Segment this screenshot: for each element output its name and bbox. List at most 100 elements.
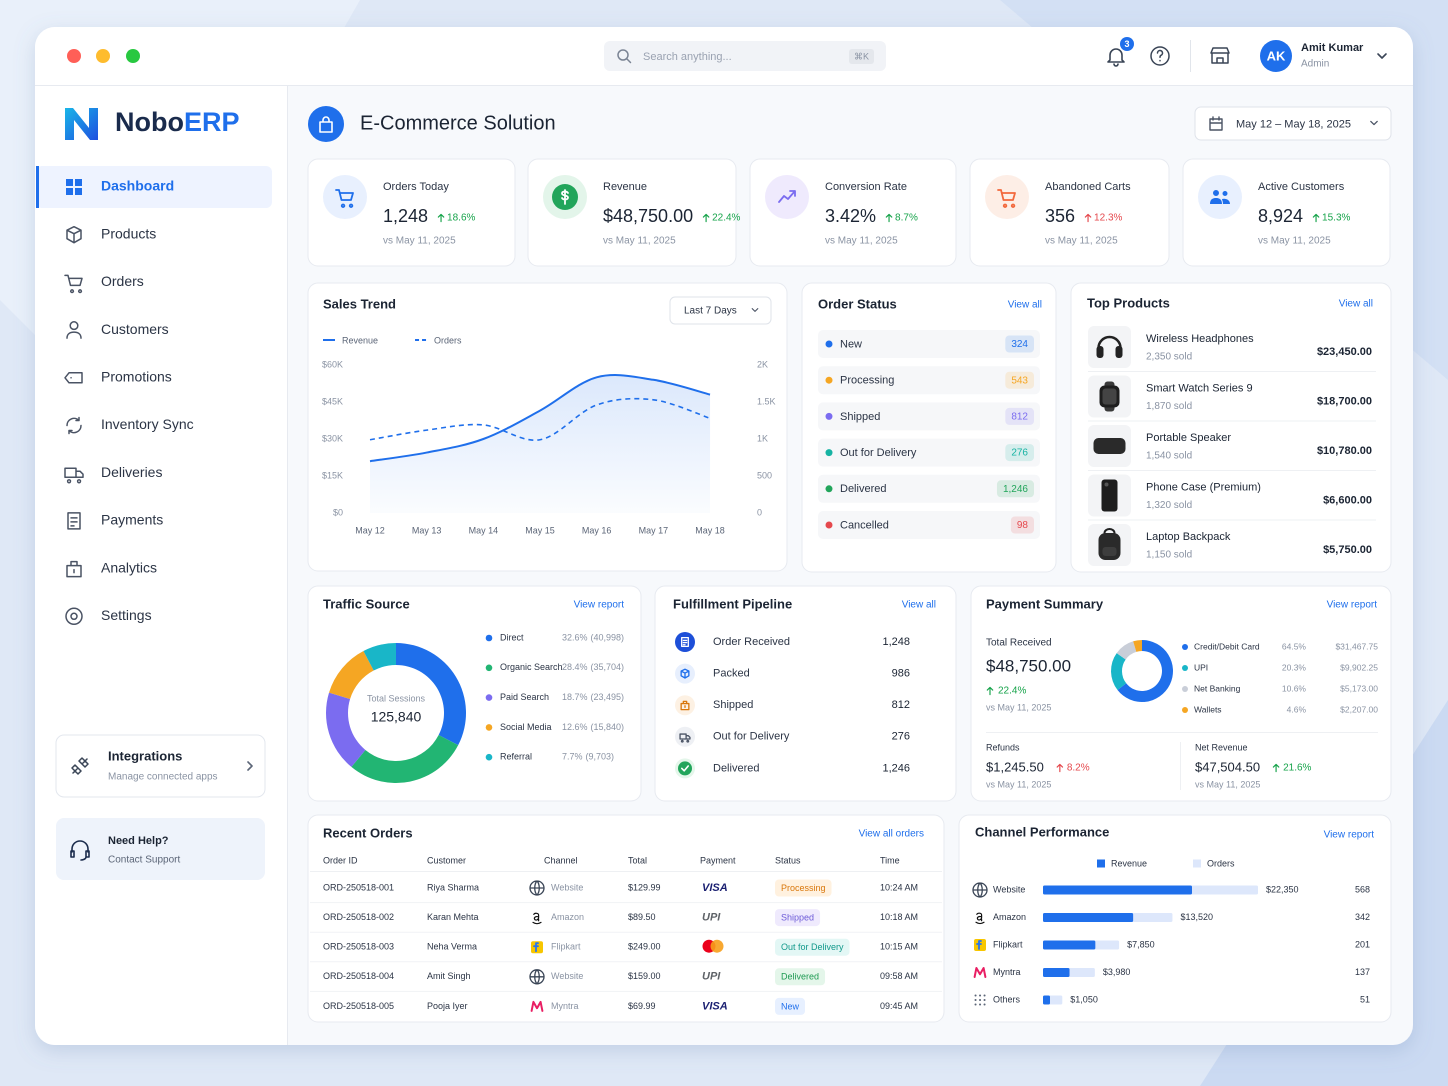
help-card[interactable] xyxy=(56,818,265,880)
link[interactable]: View report xyxy=(1324,830,1375,841)
legend-dot xyxy=(1182,707,1188,713)
link[interactable]: View all xyxy=(1339,299,1373,310)
kpi-compare: vs May 11, 2025 xyxy=(825,236,898,247)
nav-item[interactable]: Settings xyxy=(101,607,152,623)
notification-badge xyxy=(1120,37,1134,51)
page-icon xyxy=(308,106,344,142)
kpi-value: $48,750.00 xyxy=(603,206,693,226)
window-maximize[interactable] xyxy=(126,49,140,63)
legend-dot xyxy=(485,694,493,701)
icon xyxy=(680,700,690,711)
icon xyxy=(529,880,545,896)
step-count: 812 xyxy=(892,699,910,711)
nav-item[interactable]: Payments xyxy=(101,512,163,528)
nav-item[interactable]: Deliveries xyxy=(101,464,162,480)
bar-value-label: $1,050 xyxy=(1070,994,1098,1004)
donut-segment xyxy=(1111,653,1127,691)
icon[interactable] xyxy=(1210,47,1230,64)
icon xyxy=(66,225,82,244)
window-minimize[interactable] xyxy=(96,49,110,63)
window-close[interactable] xyxy=(67,49,81,63)
legend-amount: $9,902.25 xyxy=(1340,662,1378,672)
status-badge: New xyxy=(781,1001,800,1011)
cell: 10:18 AM xyxy=(880,912,918,922)
status-label: Out for Delivery xyxy=(840,447,917,459)
kpi-change: 15.3% xyxy=(1322,213,1350,224)
nav-item[interactable]: Promotions xyxy=(101,369,172,385)
card xyxy=(654,585,957,802)
brand-name: Nobo xyxy=(115,107,184,137)
cell: ORD-250518-001 xyxy=(323,882,394,892)
legend-dot xyxy=(1182,665,1188,671)
icon[interactable] xyxy=(1150,46,1170,66)
nav-item[interactable]: Orders xyxy=(101,273,144,289)
icon[interactable] xyxy=(1107,48,1125,67)
nav-item[interactable]: Dashboard xyxy=(101,178,174,194)
status-row xyxy=(818,330,1040,358)
integrations-card[interactable] xyxy=(55,734,266,798)
status-badge: Processing xyxy=(781,883,826,893)
product-sold: 1,870 sold xyxy=(1146,401,1192,412)
payment-method: UPI xyxy=(702,912,721,924)
kpi-label: Revenue xyxy=(603,181,647,193)
brand-suffix: ERP xyxy=(184,107,240,137)
nav-item[interactable]: Inventory Sync xyxy=(101,416,194,432)
bar-revenue xyxy=(1043,885,1192,895)
summary-compare: vs May 11, 2025 xyxy=(1195,779,1260,789)
product-name: Laptop Backpack xyxy=(1146,531,1231,543)
nav-item[interactable]: Analytics xyxy=(101,559,157,575)
legend-label: Orders xyxy=(434,335,462,345)
shortcut-label: ⌘K xyxy=(854,51,869,61)
cell: $159.00 xyxy=(628,971,661,981)
orders-count: 137 xyxy=(1355,967,1370,977)
search-box[interactable] xyxy=(604,41,886,71)
status-badge: Shipped xyxy=(781,912,814,922)
x-tick-label: May 12 xyxy=(355,525,385,535)
icon xyxy=(997,189,1016,208)
status-row xyxy=(818,366,1040,395)
link[interactable]: View all orders xyxy=(859,829,924,840)
period-dropdown[interactable] xyxy=(669,296,772,325)
icon xyxy=(1312,213,1320,223)
legend-sessions: (15,840) xyxy=(591,722,625,732)
kpi-change: 18.6% xyxy=(447,213,475,224)
date-range-picker[interactable] xyxy=(1194,106,1392,141)
link[interactable]: View report xyxy=(574,600,625,611)
cell: Pooja Iyer xyxy=(427,1001,468,1011)
cell: ORD-250518-003 xyxy=(323,942,394,952)
cell: $69.99 xyxy=(628,1001,656,1011)
kpi-icon-bg xyxy=(765,175,809,219)
icon xyxy=(986,686,994,696)
icon xyxy=(1210,190,1230,204)
cell: Flipkart xyxy=(551,942,581,952)
payment-method: VISA xyxy=(702,882,728,894)
icon[interactable] xyxy=(1377,53,1387,59)
x-tick-label: May 15 xyxy=(525,525,555,535)
kpi-icon-bg xyxy=(323,175,367,219)
icon xyxy=(533,942,539,953)
icon xyxy=(1056,763,1064,773)
product-sold: 1,540 sold xyxy=(1146,451,1192,462)
legend-dot xyxy=(1182,686,1188,692)
product-revenue: $23,450.00 xyxy=(1317,346,1372,358)
cell: 09:58 AM xyxy=(880,971,918,981)
link[interactable]: View report xyxy=(1327,600,1378,611)
legend-label: UPI xyxy=(1194,662,1208,672)
cell: 10:24 AM xyxy=(880,882,918,892)
y-tick-label: 1K xyxy=(757,433,768,443)
status-dot xyxy=(825,521,833,529)
y-tick-label: $0 xyxy=(333,507,343,517)
icon xyxy=(680,668,690,679)
column-header: Total xyxy=(628,855,647,865)
donut-segment xyxy=(363,643,396,671)
column-header: Order ID xyxy=(323,855,358,865)
status-row xyxy=(818,402,1040,431)
nav-item[interactable]: Customers xyxy=(101,321,169,337)
bar-revenue xyxy=(1043,940,1096,950)
nav-item[interactable]: Products xyxy=(101,225,156,241)
kpi-change: 12.3% xyxy=(1094,213,1122,224)
link[interactable]: View all xyxy=(902,600,936,611)
orders-count: 51 xyxy=(1360,994,1370,1004)
sidebar xyxy=(35,86,287,1045)
link[interactable]: View all xyxy=(1008,300,1042,311)
